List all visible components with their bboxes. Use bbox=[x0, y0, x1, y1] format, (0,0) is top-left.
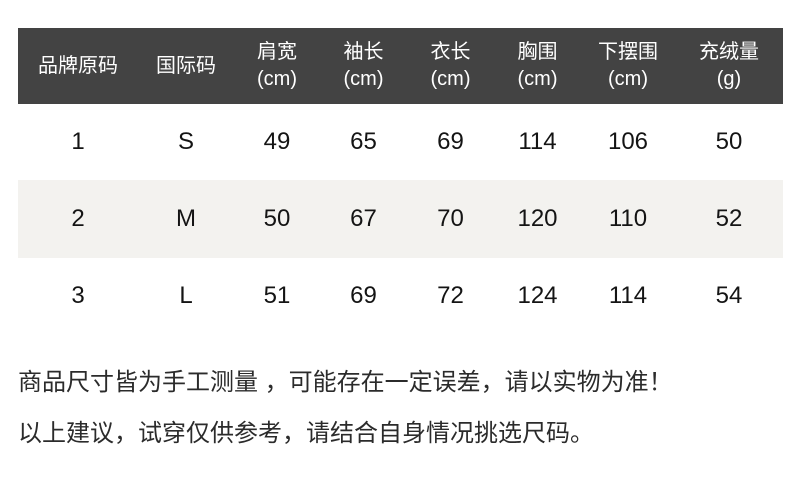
table-row-size-l: 3 L 51 69 72 124 114 54 bbox=[18, 258, 783, 334]
table-cell: M bbox=[176, 205, 196, 232]
table-cell: 120 bbox=[517, 205, 558, 232]
column-header-bust: 胸围 (cm) bbox=[494, 28, 581, 104]
table-cell: 3 bbox=[71, 282, 85, 309]
column-header-unit: (cm) bbox=[430, 68, 471, 90]
table-cell: 52 bbox=[715, 205, 743, 232]
column-header-label: 下摆围 bbox=[598, 41, 658, 63]
table-cell: 114 bbox=[608, 282, 648, 309]
column-header-down-fill: 充绒量 (g) bbox=[675, 28, 783, 104]
table-cell: 65 bbox=[350, 128, 377, 155]
column-header-intl-size: 国际码 bbox=[138, 28, 234, 104]
note-line-measurement-disclaimer: 商品尺寸皆为手工测量 ，可能存在一定误差，请以实物为准！ bbox=[18, 369, 673, 396]
measurement-notes: 商品尺寸皆为手工测量 ，可能存在一定误差，请以实物为准！ 以上建议，试穿仅供参考… bbox=[18, 357, 788, 459]
column-header-label: 国际码 bbox=[156, 54, 216, 77]
table-cell: 114 bbox=[518, 128, 557, 155]
table-row-size-m: 2 M 50 67 70 120 110 52 bbox=[18, 180, 783, 258]
column-header-label: 衣长 bbox=[430, 41, 471, 63]
table-cell: 2 bbox=[71, 205, 85, 232]
column-header-label: 品牌原码 bbox=[38, 54, 118, 77]
column-header-unit: (cm) bbox=[608, 68, 648, 90]
column-header-brand-size: 品牌原码 bbox=[18, 28, 138, 104]
table-cell: 54 bbox=[715, 282, 743, 309]
column-header-unit: (cm) bbox=[257, 68, 297, 90]
column-header-length: 衣长 (cm) bbox=[407, 28, 494, 104]
table-header-row: 品牌原码 国际码 肩宽 (cm) 袖长 (cm) 衣长 (cm) 胸围 (cm) 下摆围… bbox=[18, 28, 783, 104]
table-cell: 69 bbox=[350, 282, 377, 309]
table-cell: 50 bbox=[715, 128, 743, 155]
column-header-label: 肩宽 bbox=[257, 41, 297, 63]
column-header-unit: (g) bbox=[716, 68, 742, 90]
table-cell: 124 bbox=[517, 282, 558, 309]
table-row-size-s: 1 S 49 65 69 114 106 50 bbox=[18, 104, 783, 180]
size-table: 品牌原码 国际码 肩宽 (cm) 袖长 (cm) 衣长 (cm) 胸围 (cm) 下摆围… bbox=[18, 28, 783, 334]
table-cell: S bbox=[177, 128, 194, 155]
table-cell: 110 bbox=[608, 205, 648, 232]
table-cell: 49 bbox=[263, 128, 291, 155]
table-cell: 70 bbox=[437, 205, 464, 232]
table-cell: 106 bbox=[607, 128, 649, 155]
column-header-shoulder: 肩宽 (cm) bbox=[234, 28, 320, 104]
column-header-label: 袖长 bbox=[343, 41, 384, 63]
table-cell: 67 bbox=[350, 205, 377, 232]
table-cell: 51 bbox=[263, 282, 291, 309]
table-cell: L bbox=[179, 282, 193, 309]
column-header-sleeve: 袖长 (cm) bbox=[320, 28, 407, 104]
table-cell: 69 bbox=[437, 128, 464, 155]
column-header-unit: (cm) bbox=[517, 68, 558, 90]
column-header-label: 胸围 bbox=[517, 41, 558, 63]
table-cell: 1 bbox=[71, 128, 85, 155]
table-cell: 72 bbox=[437, 282, 464, 309]
note-line-fitting-advice: 以上建议，试穿仅供参考，请结合自身情况挑选尺码。 bbox=[18, 420, 594, 447]
column-header-hem: 下摆围 (cm) bbox=[581, 28, 675, 104]
table-cell: 50 bbox=[263, 205, 291, 232]
column-header-unit: (cm) bbox=[343, 68, 384, 90]
column-header-label: 充绒量 bbox=[699, 41, 759, 63]
